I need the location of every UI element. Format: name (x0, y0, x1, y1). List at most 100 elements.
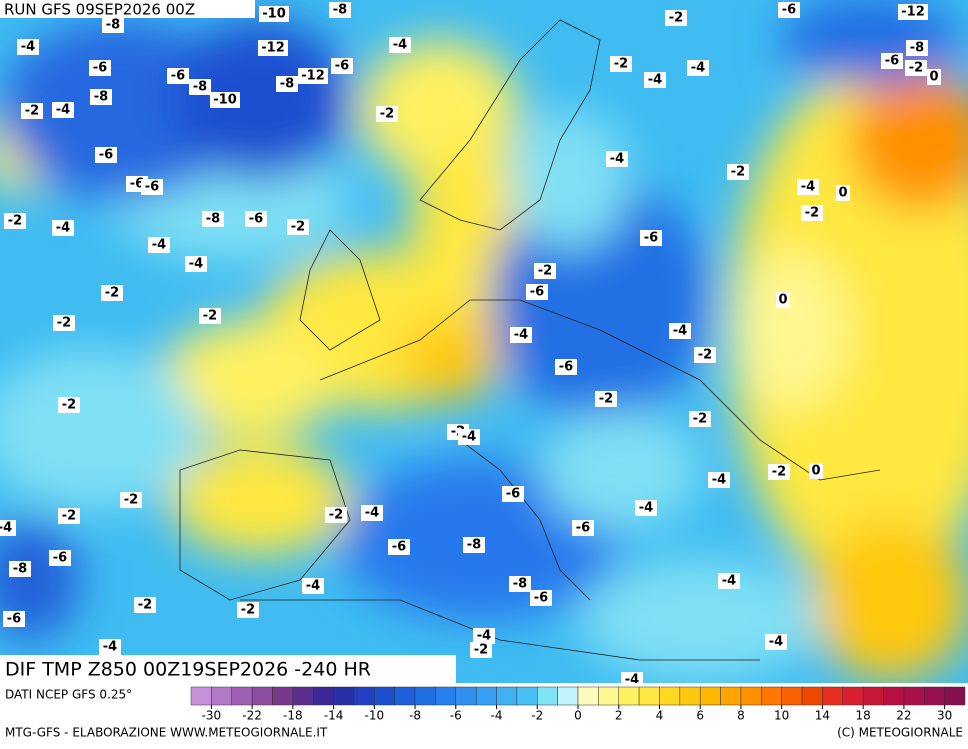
color-swatch (292, 686, 314, 706)
contour-label-box (202, 211, 224, 227)
map-field: -8-10 -8-4 -12 -4-6-6-8 -8-12-6-8 -10-2 -4 -2-6… (0, 0, 968, 683)
contour-label: -4 (56, 103, 70, 118)
color-swatch (537, 686, 558, 706)
contour-label: -2 (203, 309, 217, 324)
contour-label-box (58, 508, 80, 524)
contour-label-box (58, 397, 80, 413)
contour-label-box (185, 256, 207, 272)
contour-label: -4 (0, 521, 12, 536)
contour-label: -6 (885, 54, 899, 69)
color-swatch (924, 686, 945, 706)
contour-label-box (189, 79, 211, 95)
contour-label-box (510, 327, 532, 343)
contour-label: -2 (62, 509, 76, 524)
contour-label-box (101, 285, 123, 301)
contour-label: -2 (538, 264, 552, 279)
contour-label: -4 (306, 579, 320, 594)
contour-label-box (644, 72, 666, 88)
tick-label: -10 (365, 709, 385, 723)
contour-label: -2 (8, 214, 22, 229)
color-swatch (496, 686, 518, 706)
contour-label: -4 (477, 629, 491, 644)
contour-label-box (572, 520, 594, 536)
tick-label: 14 (815, 709, 830, 723)
contour-label: -4 (639, 501, 653, 516)
contour-label-box (199, 308, 221, 324)
contour-label: -2 (57, 316, 71, 331)
color-swatch (862, 686, 884, 706)
contour-label-box (329, 2, 351, 18)
tick-label: -30 (202, 709, 222, 723)
tick-label: 0 (574, 709, 582, 723)
contour-label: -4 (648, 73, 662, 88)
color-swatch (312, 686, 334, 706)
contour-label-box (287, 219, 309, 235)
contour-label-box (555, 359, 577, 375)
contour-label: -6 (644, 231, 658, 246)
contour-label-box (797, 179, 819, 195)
contour-label-box (52, 220, 74, 236)
contour-label: -8 (333, 3, 347, 18)
contour-label: -2 (291, 220, 305, 235)
contour-label-box (95, 147, 117, 163)
contour-label: -2 (241, 603, 255, 618)
color-swatch (618, 686, 640, 706)
contour-label: -10 (262, 7, 286, 22)
contour-label: -6 (559, 360, 573, 375)
colorbar: -30 -22 -18 -14 -10 -8 -6 -4 -2 0 2 4 6 8 10 14 18 22 30 (190, 686, 966, 723)
contour-label-box (470, 642, 492, 658)
contour-label: -4 (103, 640, 117, 655)
tick-label: 2 (615, 709, 623, 723)
contour-label-box (376, 106, 398, 122)
contour-label-box (635, 500, 657, 516)
contour-label: -4 (610, 152, 624, 167)
color-swatch (516, 686, 538, 706)
contour-label: 0 (778, 293, 787, 308)
contour-label: -8 (13, 562, 27, 577)
contour-label-box (49, 550, 71, 566)
contour-label: -8 (94, 90, 108, 105)
contour-label: -6 (782, 3, 796, 18)
contour-label-box (595, 391, 617, 407)
contour-label: 0 (838, 186, 847, 201)
contour-label-box (665, 10, 687, 26)
contour-label: -6 (534, 591, 548, 606)
contour-label-box (718, 573, 740, 589)
contour-label-box (778, 2, 800, 18)
contour-label: -2 (138, 598, 152, 613)
color-swatch (659, 686, 681, 706)
contour-label: -4 (152, 238, 166, 253)
color-swatch (842, 686, 864, 706)
contour-label-box (210, 92, 240, 108)
contour-label: -6 (530, 285, 544, 300)
contour-label-box (102, 17, 124, 33)
color-swatch (211, 686, 232, 706)
contour-label: -6 (506, 487, 520, 502)
color-swatch (699, 686, 721, 706)
contour-label-box (881, 53, 903, 69)
color-swatch (251, 686, 273, 706)
contour-label: -4 (722, 574, 736, 589)
contour-label-box (768, 464, 790, 480)
contour-label: -12 (261, 41, 285, 56)
contour-label: -4 (712, 473, 726, 488)
contour-label-box (606, 151, 628, 167)
contour-label-box (776, 292, 790, 308)
contour-label-box (765, 634, 787, 650)
tick-label: -2 (531, 709, 543, 723)
contour-label-box (9, 561, 31, 577)
contour-label-box (259, 6, 289, 22)
contour-label-box (17, 39, 39, 55)
contour-label: -6 (53, 551, 67, 566)
contour-label: -2 (124, 493, 138, 508)
color-swatch (781, 686, 803, 706)
color-swatch (557, 686, 579, 706)
contour-label-box (298, 68, 328, 84)
run-label: RUN GFS 09SEP2026 00Z (4, 1, 195, 19)
color-swatch (740, 686, 762, 706)
contour-label: -2 (698, 348, 712, 363)
contour-label: -4 (673, 324, 687, 339)
contour-label-box (276, 76, 298, 92)
